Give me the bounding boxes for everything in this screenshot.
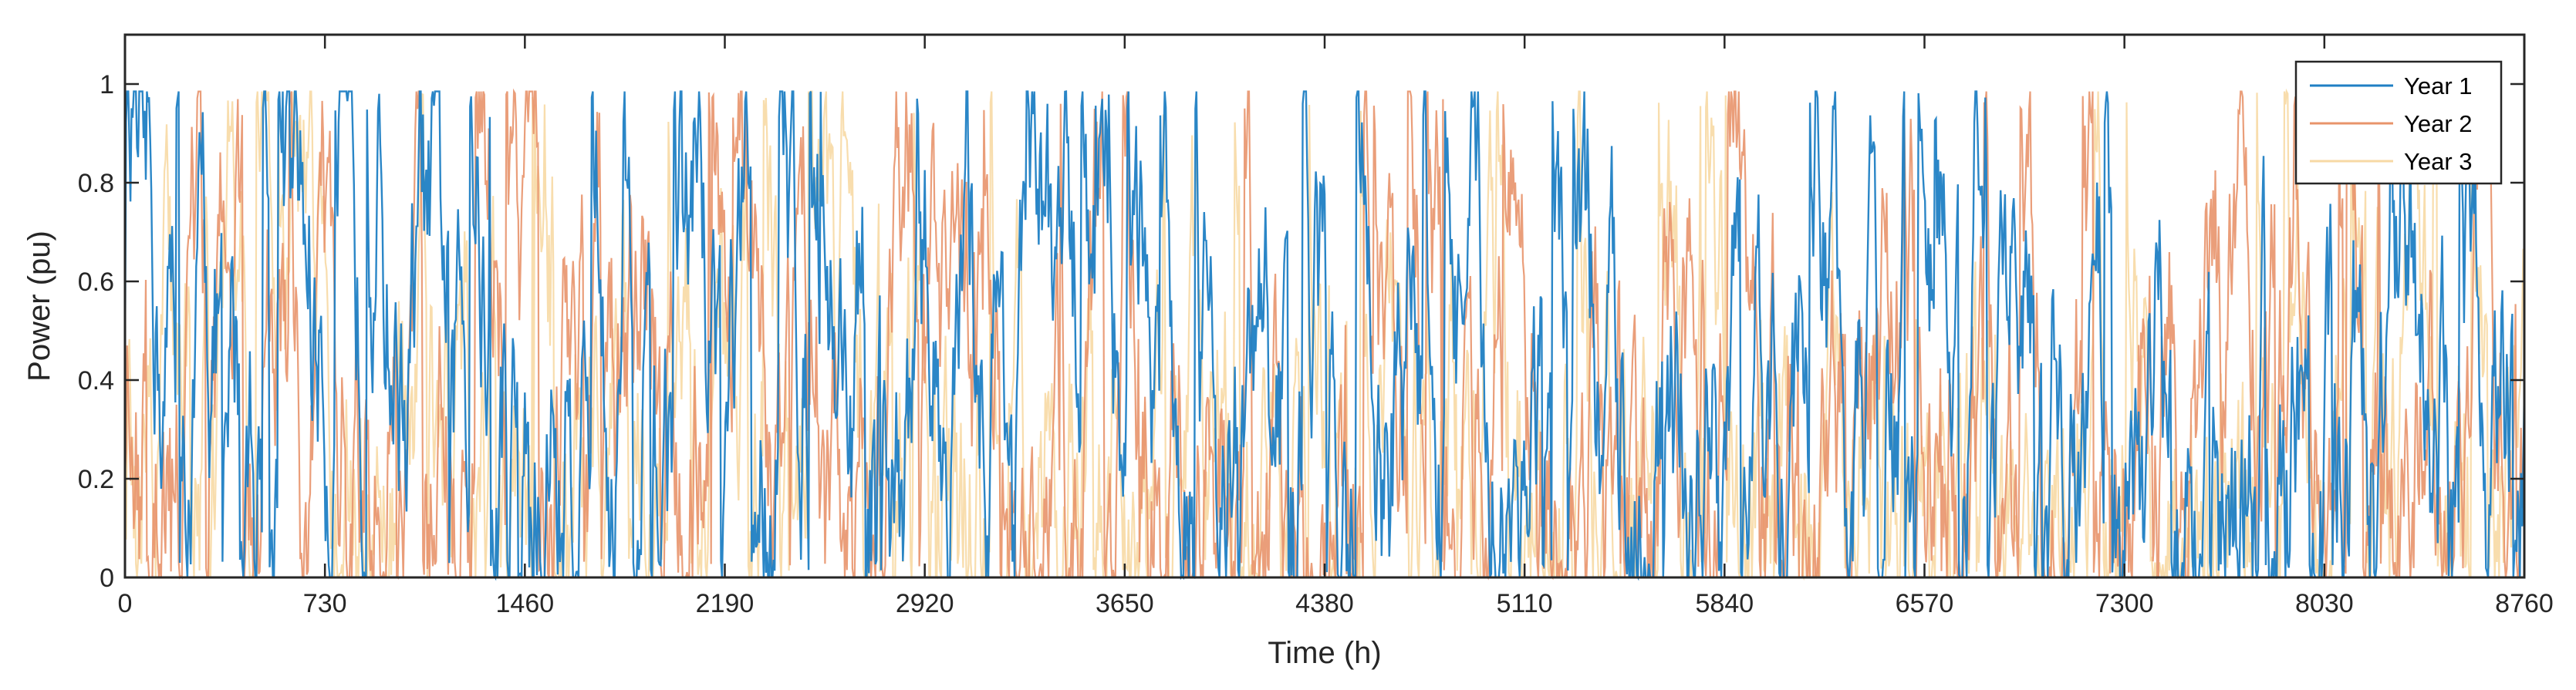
legend-label-year-3: Year 3 [2404,148,2473,175]
y-axis: 0 0.2 0.4 0.6 0.8 1 [78,70,2524,593]
x-tick-label: 2920 [896,589,954,618]
series-layer [123,88,2526,581]
x-tick-label: 5840 [1696,589,1754,618]
legend-label-year-2: Year 2 [2404,110,2473,137]
x-tick-label: 8760 [2495,589,2554,618]
x-axis: 0 730 1460 2190 2920 3650 4380 5110 5840 6570 7300… [118,35,2554,618]
x-tick-label: 730 [303,589,347,618]
legend: Year 1 Year 2 Year 3 [2294,60,2503,185]
y-axis-label: Power (pu) [22,231,56,382]
legend-label-year-1: Year 1 [2404,72,2473,99]
x-tick-label: 1460 [496,589,555,618]
y-tick-label: 1 [100,70,114,99]
x-tick-label: 3650 [1096,589,1154,618]
y-tick-label: 0.6 [78,268,114,297]
x-tick-label: 7300 [2095,589,2154,618]
x-tick-label: 4380 [1295,589,1354,618]
y-tick-label: 0 [100,564,114,593]
x-tick-label: 8030 [2295,589,2354,618]
x-tick-label: 6570 [1896,589,1954,618]
y-tick-label: 0.4 [78,366,114,395]
y-tick-label: 0.2 [78,465,114,494]
x-tick-label: 0 [118,589,133,618]
x-axis-label: Time (h) [1268,636,1381,670]
y-tick-label: 0.8 [78,169,114,198]
x-tick-label: 2190 [696,589,755,618]
x-tick-label: 5110 [1497,589,1553,618]
